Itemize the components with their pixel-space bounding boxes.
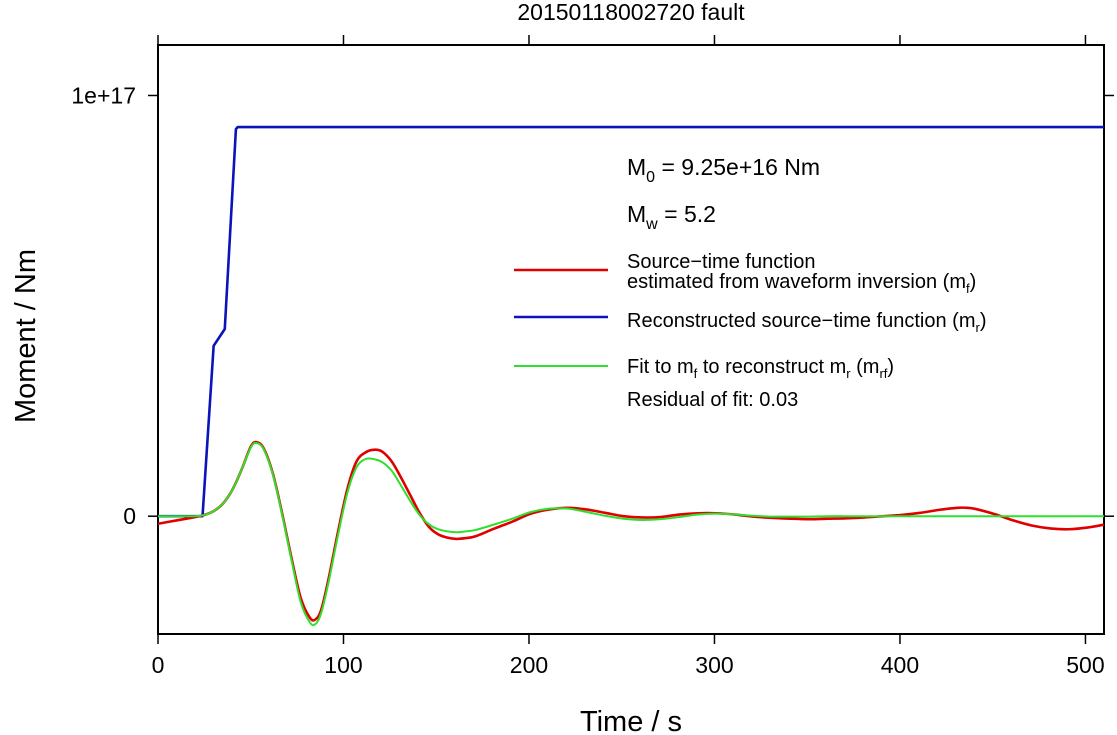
x-tick-label: 200 — [510, 652, 548, 678]
chart-title: 20150118002720 fault — [517, 0, 745, 25]
legend-label-red-line2: estimated from waveform inversion (mf) — [627, 271, 976, 296]
x-tick-label: 500 — [1066, 652, 1104, 678]
legend-red-sub: f — [966, 281, 970, 296]
legend-green-sub2: r — [846, 366, 851, 381]
legend: Source−time function estimated from wave… — [514, 251, 987, 411]
y-axis-label: Moment / Nm — [10, 249, 42, 423]
residual-annotation: Residual of fit: 0.03 — [627, 389, 798, 411]
mw-symbol: M — [627, 201, 646, 227]
m0-symbol: M — [627, 154, 646, 180]
plot-frame — [157, 44, 1105, 635]
series-line-mrf — [158, 441, 1104, 627]
legend-blue-end: ) — [980, 310, 987, 332]
m0-subscript: 0 — [646, 169, 655, 186]
legend-green-sub1: f — [694, 366, 698, 381]
legend-label-green: Fit to mf to reconstruct mr (mrf) — [627, 356, 894, 381]
legend-green-sub3: rf — [879, 366, 887, 381]
legend-green-d: ) — [887, 356, 894, 378]
series-layer — [158, 125, 1104, 627]
legend-label-blue: Reconstructed source−time function (mr) — [627, 310, 987, 335]
legend-blue-sub: r — [976, 320, 981, 335]
x-tick-label: 100 — [324, 652, 362, 678]
m0-value: = 9.25e+16 Nm — [655, 154, 820, 180]
legend-red-main: estimated from waveform inversion (m — [627, 271, 966, 293]
y-tick-label: 1e+17 — [71, 82, 136, 108]
legend-green-c: (m — [851, 356, 880, 378]
legend-green-a: Fit to m — [627, 356, 694, 378]
legend-label-red-line1: Source−time function — [627, 251, 815, 273]
m0-annotation: M0 = 9.25e+16 Nm — [627, 154, 820, 186]
mw-subscript: w — [645, 216, 658, 233]
mw-annotation: Mw = 5.2 — [627, 201, 716, 233]
x-tick-label: 300 — [695, 652, 733, 678]
legend-red-end: ) — [970, 271, 977, 293]
x-axis-label: Time / s — [580, 706, 682, 735]
legend-green-b: to reconstruct m — [697, 356, 846, 378]
axes-layer: 0 100 200 300 400 500 0 1e+17 — [71, 35, 1114, 678]
mw-value: = 5.2 — [658, 201, 716, 227]
y-tick-label: 0 — [123, 503, 136, 529]
legend-blue-main: Reconstructed source−time function (m — [627, 310, 976, 332]
series-line-mf — [158, 440, 1104, 622]
x-tick-label: 0 — [152, 652, 165, 678]
x-tick-label: 400 — [881, 652, 919, 678]
